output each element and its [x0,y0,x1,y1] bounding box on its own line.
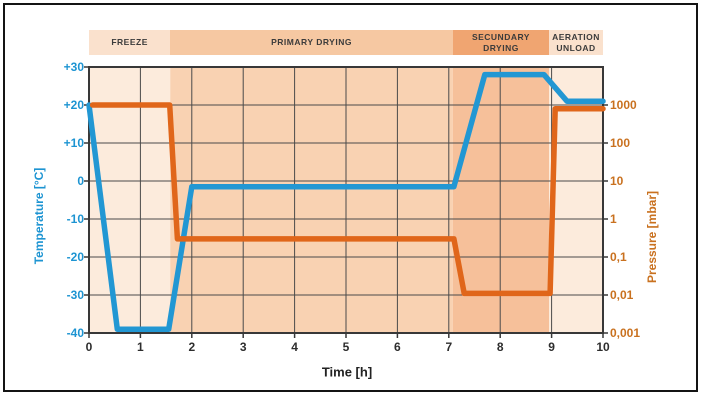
pressure-tick-label: 100 [610,136,630,150]
temperature-curve [86,71,606,332]
temperature-axis-title: Temperature [°C] [32,167,46,265]
x-tick-label: 6 [394,340,401,354]
phase-band-aeration-unload: AERATION UNLOAD [549,30,603,55]
x-tick-label: 7 [445,340,452,354]
plot-border [88,66,604,334]
x-tick-label: 10 [596,340,610,354]
temperature-tick-label: -20 [67,250,85,264]
temperature-tick-label: -30 [67,288,85,302]
x-tick-label: 8 [497,340,504,354]
temperature-tick-label: 0 [77,174,84,188]
phase-band-secondary-drying: SECUNDARY DRYING [452,30,550,55]
x-tick-label: 1 [137,340,144,354]
phase-background [452,67,550,333]
pressure-tick-label: 0,001 [610,326,640,340]
pressure-tick-label: 1 [610,212,617,226]
x-tick-label: 2 [188,340,195,354]
pressure-tick-label: 10 [610,174,624,188]
pressure-tick-label: 0,01 [610,288,634,302]
x-tick-label: 0 [86,340,93,354]
pressure-curve [89,102,606,297]
x-tick-label: 3 [240,340,247,354]
temperature-tick-label: +30 [64,60,85,74]
x-tick-label: 4 [291,340,298,354]
time-axis-title: Time [h] [321,364,373,380]
x-tick-label: 5 [343,340,350,354]
phase-band-freeze: FREEZE [89,30,171,55]
phase-background [170,67,453,333]
pressure-axis-title: Pressure [mbar] [645,190,659,284]
pressure-tick-label: 0,1 [610,250,627,264]
phase-band-primary-drying: PRIMARY DRYING [170,30,453,55]
pressure-tick-label: 1000 [610,98,637,112]
temperature-tick-label: -40 [67,326,85,340]
x-tick-label: 9 [548,340,555,354]
temperature-tick-label: +10 [64,136,85,150]
temperature-tick-label: -10 [67,212,85,226]
temperature-tick-label: +20 [64,98,85,112]
